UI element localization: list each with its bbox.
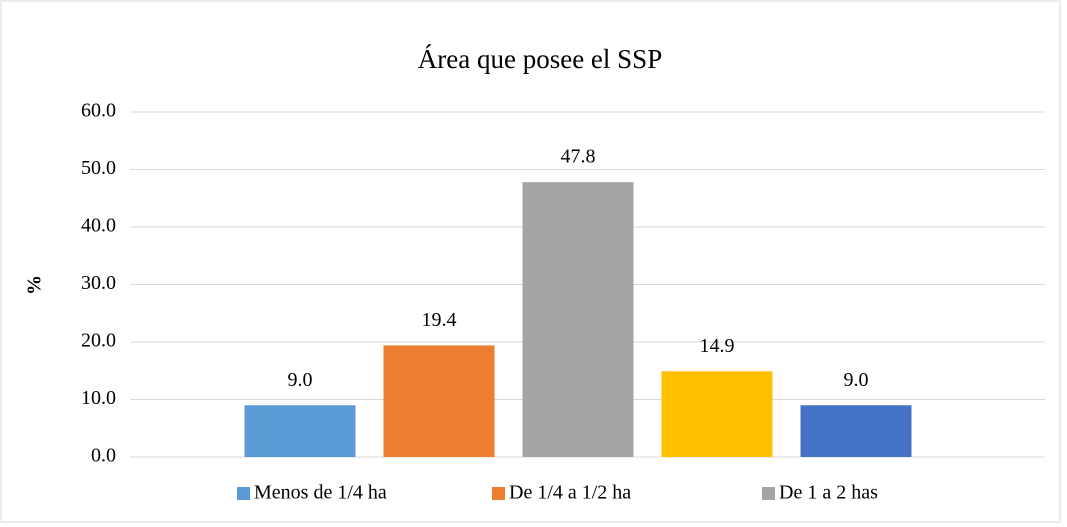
bar (383, 345, 495, 457)
legend-swatch (762, 487, 775, 500)
y-tick-label: 10.0 (81, 387, 116, 409)
data-label: 9.0 (844, 369, 869, 391)
bar (244, 405, 356, 457)
y-tick-label: 30.0 (81, 272, 116, 294)
data-label: 19.4 (422, 309, 457, 331)
y-tick-label: 50.0 (81, 157, 116, 179)
legend-label: Menos de 1/4 ha (254, 482, 387, 504)
y-tick-label: 40.0 (81, 215, 116, 237)
y-tick-label: 60.0 (81, 100, 116, 122)
bar (800, 405, 912, 457)
y-tick-label: 0.0 (91, 445, 116, 467)
chart-title: Área que posee el SSP (418, 44, 662, 74)
data-label: 47.8 (561, 146, 596, 168)
legend-swatch (237, 487, 250, 500)
legend-swatch (492, 487, 505, 500)
y-tick-label: 20.0 (81, 330, 116, 352)
legend-label: De 1 a 2 has (779, 482, 878, 504)
data-label: 14.9 (700, 335, 735, 357)
y-axis-label: % (24, 275, 46, 295)
legend-label: De 1/4 a 1/2 ha (509, 482, 631, 504)
bar (661, 371, 773, 457)
data-label: 9.0 (288, 369, 313, 391)
bar (522, 182, 634, 457)
